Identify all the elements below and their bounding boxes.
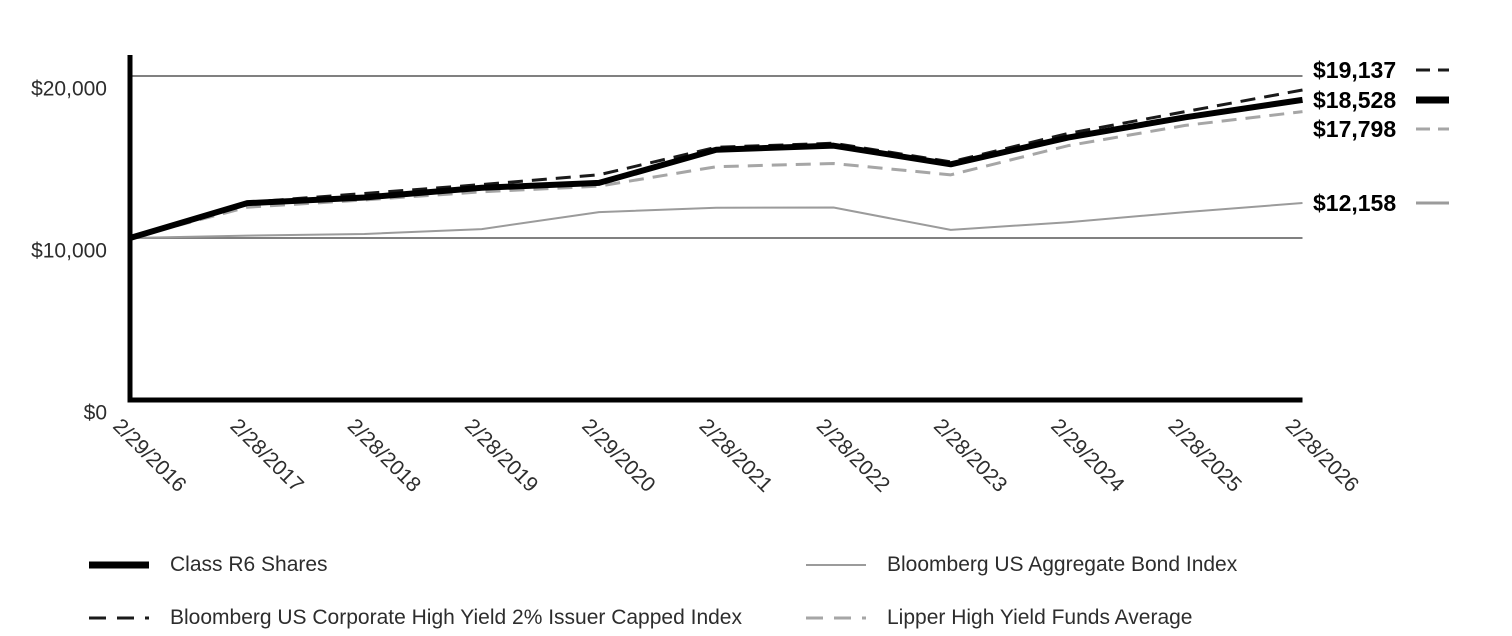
x-tick-label: 2/28/2023 bbox=[929, 414, 1011, 496]
series-line-lipper bbox=[129, 110, 1303, 240]
end-value-label-lipper: $17,798 bbox=[1313, 116, 1396, 142]
chart-canvas: $0 $10,000 $20,000 2/29/2016 2/28/2017 2/28/2… bbox=[31, 55, 1449, 497]
x-tick-label: 2/29/2016 bbox=[108, 414, 190, 496]
legend-item-agg: Bloomberg US Aggregate Bond Index bbox=[805, 552, 1237, 578]
legend-label: Bloomberg US Corporate High Yield 2% Iss… bbox=[170, 606, 742, 629]
legend-item-lipper: Lipper High Yield Funds Average bbox=[805, 605, 1192, 631]
series-line-hy-capped bbox=[129, 88, 1303, 240]
legend-item-class-r6: Class R6 Shares bbox=[88, 552, 328, 578]
y-tick-label: $10,000 bbox=[31, 240, 107, 263]
x-tick-label: 2/28/2019 bbox=[460, 414, 542, 496]
x-tick-label: 2/29/2020 bbox=[577, 414, 659, 496]
legend-swatch-hy-capped-icon bbox=[89, 616, 149, 620]
y-tick-label: $0 bbox=[84, 402, 107, 425]
legend-swatch-lipper-icon bbox=[806, 616, 866, 620]
legend-label: Class R6 Shares bbox=[170, 553, 328, 576]
y-tick-label: $20,000 bbox=[31, 78, 107, 101]
series-line-class-r6 bbox=[129, 96, 1303, 241]
legend-label: Lipper High Yield Funds Average bbox=[887, 606, 1193, 629]
series-line-agg bbox=[129, 202, 1303, 239]
end-value-label-agg: $12,158 bbox=[1313, 190, 1396, 216]
x-tick-label: 2/28/2021 bbox=[695, 414, 777, 496]
legend-label: Bloomberg US Aggregate Bond Index bbox=[887, 553, 1238, 576]
legend-item-hy-capped: Bloomberg US Corporate High Yield 2% Iss… bbox=[88, 605, 742, 631]
x-tick-label: 2/28/2026 bbox=[1281, 414, 1363, 496]
x-tick-label: 2/28/2017 bbox=[226, 414, 308, 496]
x-tick-label: 2/28/2025 bbox=[1164, 414, 1246, 496]
x-axis-line bbox=[127, 397, 1303, 403]
x-tick-label: 2/28/2022 bbox=[812, 414, 894, 496]
x-tick-label: 2/29/2024 bbox=[1046, 414, 1129, 497]
y-axis-line bbox=[127, 55, 133, 403]
x-tick-label: 2/28/2018 bbox=[343, 414, 425, 496]
end-value-label-class-r6: $18,528 bbox=[1313, 87, 1396, 113]
legend-swatch-class-r6-icon bbox=[89, 561, 149, 569]
end-value-label-hy-capped: $19,137 bbox=[1313, 57, 1396, 83]
legend-swatch-agg-icon bbox=[806, 564, 866, 566]
